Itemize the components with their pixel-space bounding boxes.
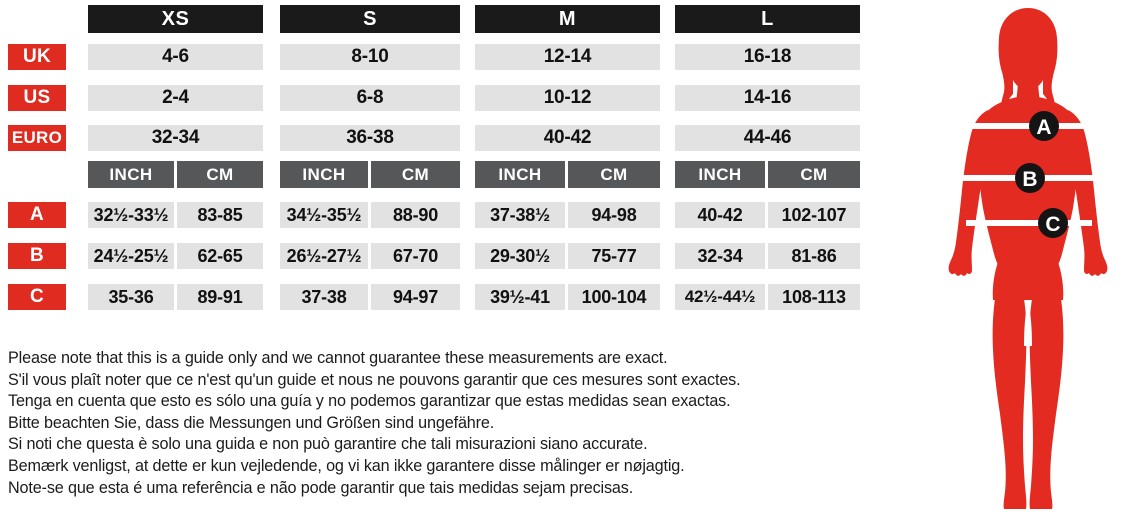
unit-header-cm-s: CM [371,161,460,188]
bust-marker: A [1029,111,1059,141]
cell-b-s-cm: 67-70 [371,243,460,269]
cell-us-xs: 2-4 [88,85,263,111]
cell-us-m: 10-12 [475,85,660,111]
region-label-us: US [8,85,66,111]
cell-uk-m: 12-14 [475,44,660,70]
cell-uk-xs: 4-6 [88,44,263,70]
female-silhouette-icon [948,8,1108,509]
cell-us-l: 14-16 [675,85,860,111]
note-line-de: Bitte beachten Sie, dass die Messungen u… [8,413,495,432]
region-label-uk: UK [8,44,66,70]
cell-euro-m: 40-42 [475,125,660,151]
body-figure: A B C [920,0,1136,516]
cell-b-l-cm: 81-86 [768,243,860,269]
cell-a-s-cm: 88-90 [371,202,460,228]
cell-euro-s: 36-38 [280,125,460,151]
cell-a-l-inch: 40-42 [675,202,765,228]
cell-a-xs-cm: 83-85 [177,202,263,228]
cell-b-xs-inch: 24½-25½ [88,243,174,269]
cell-b-m-cm: 75-77 [568,243,660,269]
cell-a-s-inch: 34½-35½ [280,202,368,228]
cell-uk-l: 16-18 [675,44,860,70]
cell-a-m-inch: 37-38½ [475,202,565,228]
disclaimer-notes: Please note that this is a guide only an… [8,348,908,499]
cell-b-s-inch: 26½-27½ [280,243,368,269]
region-label-euro: EURO [8,125,66,151]
cell-c-m-inch: 39½-41 [475,284,565,310]
size-header-m: M [475,5,660,33]
measure-label-a: A [8,202,66,228]
unit-header-cm-xs: CM [177,161,263,188]
cell-c-xs-cm: 89-91 [177,284,263,310]
size-chart-table: XS S M L UK 4-6 8-10 12-14 16-18 US 2-4 … [8,5,860,310]
note-line-it: Si noti che questa è solo una guida e no… [8,435,648,454]
bust-marker-label: A [1036,116,1051,139]
cell-a-m-cm: 94-98 [568,202,660,228]
unit-header-inch-xs: INCH [88,161,174,188]
note-line-en: Please note that this is a guide only an… [8,349,668,367]
note-line-da: Bemærk venligst, at dette er kun vejlede… [8,456,685,475]
cell-b-l-inch: 32-34 [675,243,765,269]
cell-us-s: 6-8 [280,85,460,111]
cell-c-l-inch: 42½-44½ [675,284,765,310]
cell-euro-xs: 32-34 [88,125,263,151]
measure-label-b: B [8,243,66,269]
note-line-fr: S'il vous plaît noter que ce n'est qu'un… [8,370,741,389]
unit-header-cm-l: CM [768,161,860,188]
measure-label-c: C [8,284,66,310]
size-header-l: L [675,5,860,33]
waist-marker-label: B [1022,168,1037,191]
size-header-xs: XS [88,5,263,33]
note-line-es: Tenga en cuenta que esto es sólo una guí… [8,392,731,411]
cell-b-m-inch: 29-30½ [475,243,565,269]
cell-b-xs-cm: 62-65 [177,243,263,269]
cell-c-m-cm: 100-104 [568,284,660,310]
cell-uk-s: 8-10 [280,44,460,70]
hip-marker-label: C [1045,213,1060,236]
cell-c-xs-inch: 35-36 [88,284,174,310]
hip-marker: C [1038,208,1068,238]
waist-marker: B [1015,163,1045,193]
unit-header-inch-l: INCH [675,161,765,188]
unit-header-cm-m: CM [568,161,660,188]
note-line-pt: Note-se que esta é uma referência e não … [8,478,634,497]
unit-header-inch-m: INCH [475,161,565,188]
cell-c-s-cm: 94-97 [371,284,460,310]
cell-euro-l: 44-46 [675,125,860,151]
cell-c-s-inch: 37-38 [280,284,368,310]
cell-a-l-cm: 102-107 [768,202,860,228]
cell-a-xs-inch: 32½-33½ [88,202,174,228]
size-header-s: S [280,5,460,33]
unit-header-inch-s: INCH [280,161,368,188]
cell-c-l-cm: 108-113 [768,284,860,310]
